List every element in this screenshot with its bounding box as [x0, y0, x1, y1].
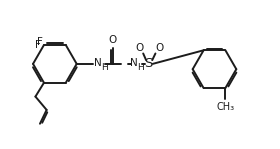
Text: O: O — [136, 43, 144, 53]
Text: CH₃: CH₃ — [216, 102, 234, 112]
Text: F: F — [35, 40, 41, 50]
Text: O: O — [109, 35, 117, 45]
Text: N: N — [130, 58, 138, 68]
Text: F: F — [37, 37, 43, 47]
Text: S: S — [144, 57, 153, 70]
Text: N: N — [94, 58, 102, 68]
Text: O: O — [155, 43, 163, 53]
Text: H: H — [101, 63, 108, 72]
Text: H: H — [137, 63, 144, 72]
